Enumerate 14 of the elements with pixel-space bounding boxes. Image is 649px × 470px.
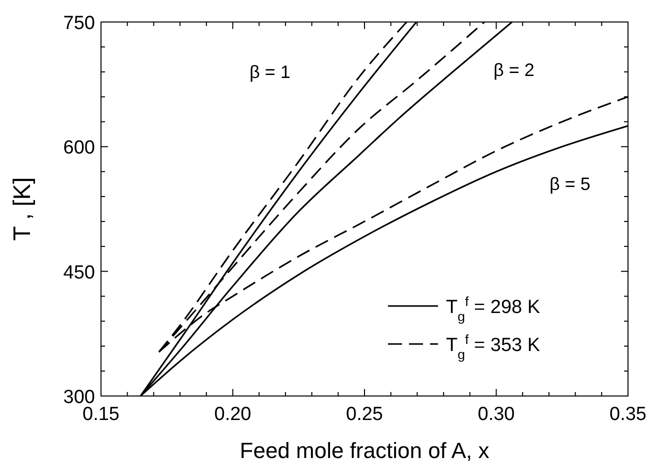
- x-tick-label: 0.20: [214, 404, 252, 425]
- x-tick-label: 0.30: [478, 404, 515, 425]
- x-axis-title: Feed mole fraction of A, x: [240, 438, 490, 463]
- y-tick-label: 600: [63, 138, 95, 159]
- annotation: β = 2: [494, 60, 534, 80]
- y-tick-label: 450: [63, 262, 95, 284]
- legend-label: T$_{g}$$^{f}$ = 353 K: [446, 332, 540, 362]
- x-tick-label: 0.35: [610, 404, 646, 425]
- x-tick-label: 0.25: [346, 404, 383, 425]
- legend-label: T$_{g}$$^{f}$ = 298 K: [446, 294, 540, 324]
- y-axis-title: T , [K]: [9, 177, 36, 241]
- y-tick-label: 750: [63, 13, 95, 34]
- annotation: β = 5: [550, 174, 590, 194]
- annotation: β = 1: [250, 62, 290, 82]
